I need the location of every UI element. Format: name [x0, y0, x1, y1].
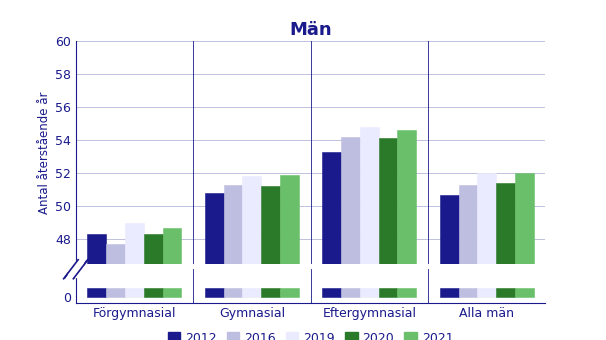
- Bar: [478, 288, 496, 297]
- Bar: [496, 183, 515, 340]
- Bar: [125, 223, 144, 340]
- Bar: [496, 288, 515, 297]
- Bar: [379, 138, 398, 340]
- Bar: [440, 194, 459, 340]
- Bar: [261, 288, 280, 297]
- Bar: [322, 288, 341, 297]
- Bar: [224, 288, 242, 297]
- Bar: [478, 173, 496, 340]
- Bar: [280, 288, 299, 297]
- Bar: [162, 288, 181, 297]
- Legend: 2012, 2016, 2019, 2020, 2021: 2012, 2016, 2019, 2020, 2021: [162, 327, 459, 340]
- Bar: [87, 288, 106, 297]
- Bar: [360, 288, 379, 297]
- Bar: [125, 288, 144, 297]
- Bar: [224, 185, 242, 340]
- Bar: [144, 234, 162, 340]
- Bar: [87, 234, 106, 340]
- Bar: [341, 288, 360, 297]
- Bar: [360, 127, 379, 340]
- Title: Män: Män: [289, 21, 332, 39]
- Y-axis label: Antal återstående år: Antal återstående år: [38, 91, 51, 214]
- Bar: [162, 228, 181, 340]
- Bar: [280, 175, 299, 340]
- Bar: [205, 193, 224, 340]
- Bar: [205, 288, 224, 297]
- Bar: [261, 186, 280, 340]
- Bar: [398, 130, 416, 340]
- Bar: [459, 288, 478, 297]
- Bar: [515, 173, 534, 340]
- Bar: [341, 137, 360, 340]
- Bar: [398, 288, 416, 297]
- Bar: [440, 288, 459, 297]
- Bar: [106, 244, 125, 340]
- Bar: [106, 288, 125, 297]
- Bar: [242, 288, 261, 297]
- Bar: [242, 176, 261, 340]
- Bar: [515, 288, 534, 297]
- Bar: [144, 288, 162, 297]
- Bar: [459, 185, 478, 340]
- Bar: [379, 288, 398, 297]
- Bar: [322, 152, 341, 340]
